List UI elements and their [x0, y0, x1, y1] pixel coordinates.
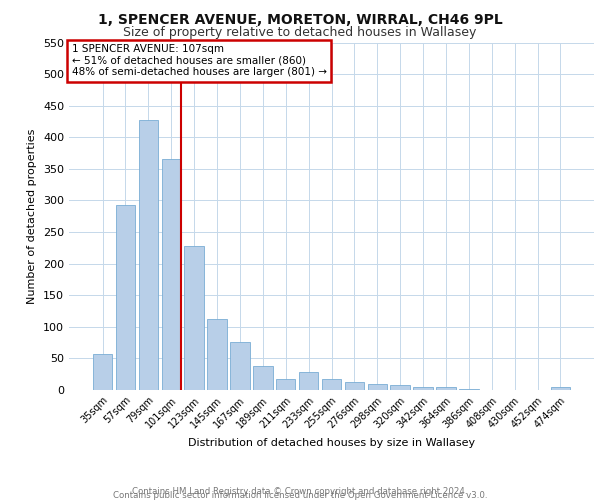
Bar: [413, 388, 433, 390]
Bar: [322, 378, 341, 390]
Bar: [459, 388, 479, 390]
Bar: [139, 120, 158, 390]
Text: Contains public sector information licensed under the Open Government Licence v3: Contains public sector information licen…: [113, 491, 487, 500]
Bar: [184, 246, 204, 390]
Bar: [116, 205, 135, 390]
Bar: [299, 372, 319, 390]
Text: 1 SPENCER AVENUE: 107sqm
← 51% of detached houses are smaller (860)
48% of semi-: 1 SPENCER AVENUE: 107sqm ← 51% of detach…: [71, 44, 326, 78]
Bar: [161, 160, 181, 390]
Bar: [344, 382, 364, 390]
Bar: [368, 384, 387, 390]
Bar: [391, 385, 410, 390]
Bar: [551, 387, 570, 390]
Text: Size of property relative to detached houses in Wallasey: Size of property relative to detached ho…: [124, 26, 476, 39]
Text: Contains HM Land Registry data © Crown copyright and database right 2024.: Contains HM Land Registry data © Crown c…: [132, 487, 468, 496]
Text: 1, SPENCER AVENUE, MORETON, WIRRAL, CH46 9PL: 1, SPENCER AVENUE, MORETON, WIRRAL, CH46…: [98, 12, 502, 26]
Bar: [253, 366, 272, 390]
Y-axis label: Number of detached properties: Number of detached properties: [28, 128, 37, 304]
Bar: [93, 354, 112, 390]
X-axis label: Distribution of detached houses by size in Wallasey: Distribution of detached houses by size …: [188, 438, 475, 448]
Bar: [436, 387, 455, 390]
Bar: [276, 378, 295, 390]
Bar: [208, 318, 227, 390]
Bar: [230, 342, 250, 390]
